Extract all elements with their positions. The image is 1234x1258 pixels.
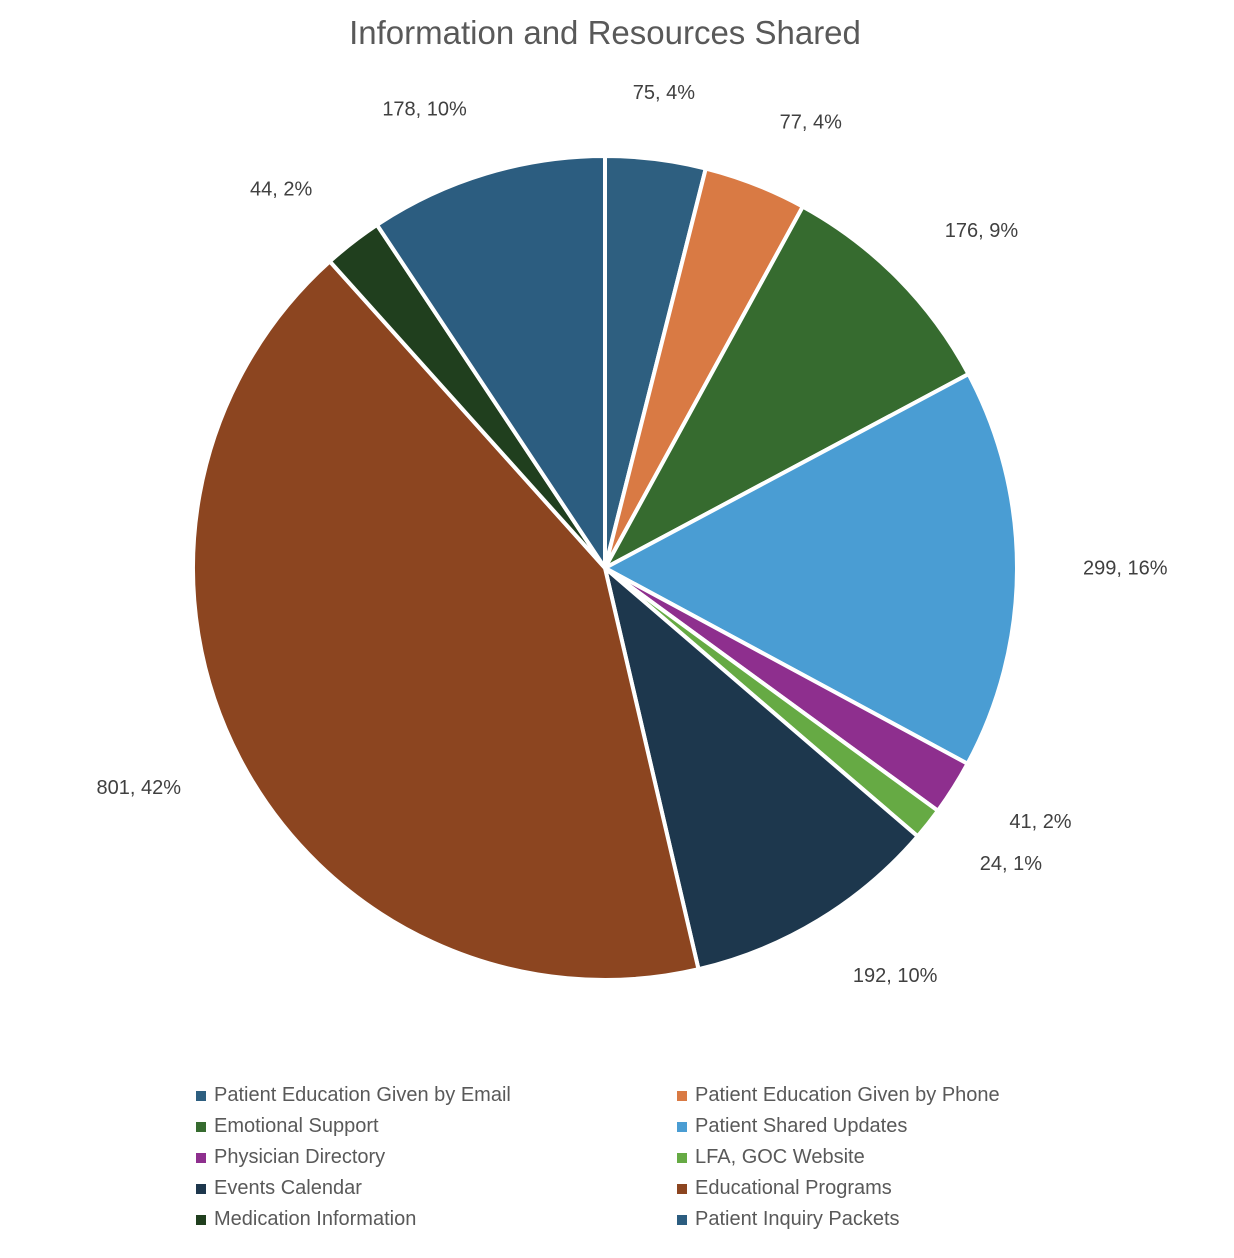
data-label-physician-directory: 41, 2% xyxy=(1009,811,1071,833)
pie-slice-patient-shared-updates xyxy=(603,372,1019,766)
legend-item-patient-education-given-by-phone: Patient Education Given by Phone xyxy=(677,1083,1076,1108)
pie-slices xyxy=(191,154,1019,982)
legend-swatch xyxy=(196,1121,206,1132)
pie-slice-patient-inquiry-packets xyxy=(374,154,607,570)
data-label-patient-education-given-by-email: 75, 4% xyxy=(633,82,695,104)
pie-data-labels: 75, 4% 77, 4% 176, 9% 299, 16% 41, 2% 24, 1% 1… xyxy=(97,82,1168,987)
legend-swatch xyxy=(677,1183,687,1194)
legend-item-patient-shared-updates: Patient Shared Updates xyxy=(677,1114,1076,1139)
legend-label: Patient Shared Updates xyxy=(695,1115,908,1137)
legend-item-emotional-support: Emotional Support xyxy=(196,1114,677,1139)
legend-label: Educational Programs xyxy=(695,1177,892,1199)
legend-swatch xyxy=(196,1214,206,1225)
legend-label: Medication Information xyxy=(214,1208,417,1230)
data-label-patient-education-given-by-phone: 77, 4% xyxy=(780,111,842,133)
legend-item-lfa-goc-website: LFA, GOC Website xyxy=(677,1145,1076,1170)
data-label-patient-shared-updates: 299, 16% xyxy=(1083,557,1168,579)
legend-item-patient-inquiry-packets: Patient Inquiry Packets xyxy=(677,1207,1076,1232)
pie-chart: 75, 4% 77, 4% 176, 9% 299, 16% 41, 2% 24, 1% 1… xyxy=(97,82,1168,987)
legend-label: Emotional Support xyxy=(214,1115,379,1137)
data-label-patient-inquiry-packets: 178, 10% xyxy=(382,99,467,121)
pie-slice-events-calendar xyxy=(603,566,920,972)
legend-swatch xyxy=(677,1214,687,1225)
legend-swatch xyxy=(196,1152,206,1163)
legend-label: Patient Inquiry Packets xyxy=(695,1208,900,1230)
legend-label: Physician Directory xyxy=(214,1146,386,1168)
legend-item-educational-programs: Educational Programs xyxy=(677,1176,1076,1201)
legend-swatch xyxy=(677,1090,687,1101)
data-label-medication-information: 44, 2% xyxy=(250,178,312,200)
legend-label: LFA, GOC Website xyxy=(695,1146,865,1168)
data-label-emotional-support: 176, 9% xyxy=(945,220,1019,242)
legend-label: Events Calendar xyxy=(214,1177,362,1199)
legend-item-physician-directory: Physician Directory xyxy=(196,1145,677,1170)
legend-swatch xyxy=(196,1090,206,1101)
legend-swatch xyxy=(677,1121,687,1132)
legend-label: Patient Education Given by Email xyxy=(214,1084,511,1106)
legend-swatch xyxy=(677,1152,687,1163)
legend-item-events-calendar: Events Calendar xyxy=(196,1176,677,1201)
legend-label: Patient Education Given by Phone xyxy=(695,1084,1000,1106)
chart-legend: Patient Education Given by Email Patient … xyxy=(196,1083,1076,1232)
data-label-lfa-goc-website: 24, 1% xyxy=(980,853,1042,875)
legend-swatch xyxy=(196,1183,206,1194)
legend-item-medication-information: Medication Information xyxy=(196,1207,677,1232)
legend-item-patient-education-given-by-email: Patient Education Given by Email xyxy=(196,1083,677,1108)
data-label-events-calendar: 192, 10% xyxy=(853,965,938,987)
pie-slice-educational-programs xyxy=(191,259,701,982)
chart-title: Information and Resources Shared xyxy=(349,14,861,51)
pie-slice-emotional-support xyxy=(603,204,971,570)
data-label-educational-programs: 801, 42% xyxy=(97,777,182,799)
